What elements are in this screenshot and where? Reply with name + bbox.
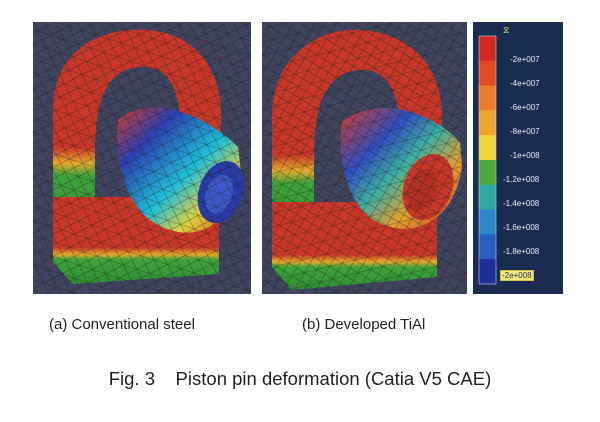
- legend-color-band: [479, 259, 496, 285]
- legend-color-band: [479, 234, 496, 260]
- legend-color-band: [479, 160, 496, 186]
- legend-color-band: [479, 135, 496, 161]
- legend-color-band: [479, 85, 496, 111]
- legend-color-band: [479, 184, 496, 211]
- legend-label: -1.8e+008: [503, 247, 540, 256]
- legend-label: -6e+007: [510, 103, 540, 112]
- legend-label: -1.2e+008: [503, 175, 540, 184]
- legend-color-band: [479, 110, 496, 136]
- legend-color-band: [479, 209, 496, 235]
- legend-frame: [478, 35, 497, 285]
- caption-conventional-steel: (a) Conventional steel: [49, 316, 195, 333]
- legend-color-band: [479, 60, 496, 87]
- legend-label: -2e+007: [510, 55, 540, 64]
- fea-image-developed-tial: [262, 22, 467, 294]
- legend-label: -1e+008: [510, 151, 540, 160]
- legend-label: -4e+007: [510, 79, 540, 88]
- legend-marker-icon: ⧖: [503, 25, 510, 35]
- legend-label: -8e+007: [510, 127, 540, 136]
- caption-developed-tial: (b) Developed TiAl: [302, 316, 426, 333]
- legend-color-band: [479, 36, 496, 62]
- fea-image-conventional-steel: [33, 22, 251, 294]
- legend-label: -1.6e+008: [503, 223, 540, 232]
- legend-label: -2e+008: [500, 270, 534, 281]
- figure-caption: Fig. 3 Piston pin deformation (Catia V5 …: [108, 368, 492, 389]
- color-scale-legend: ⧖ -2e+007 -4e+007 -6e+007 -8e+007 -1e+00…: [473, 22, 563, 294]
- legend-label: -1.4e+008: [503, 199, 540, 208]
